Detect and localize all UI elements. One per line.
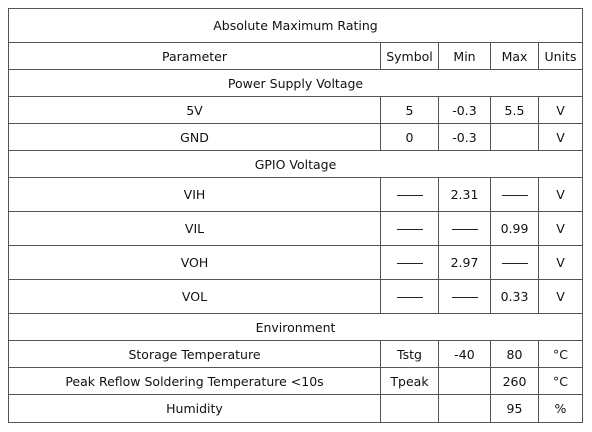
cell-parameter: 5V xyxy=(8,96,381,124)
cell-units: V xyxy=(538,211,583,246)
cell-parameter: VOL xyxy=(8,279,381,314)
section-row: GPIO Voltage xyxy=(8,150,583,178)
cell-parameter: Humidity xyxy=(8,394,381,423)
cell-symbol xyxy=(380,177,439,212)
cell-parameter: Storage Temperature xyxy=(8,340,381,368)
cell-max xyxy=(490,245,539,280)
cell-max xyxy=(490,123,539,151)
cell-units: °C xyxy=(538,367,583,395)
header-row: Parameter Symbol Min Max Units xyxy=(8,42,583,70)
cell-min: 2.97 xyxy=(438,245,491,280)
cell-min xyxy=(438,394,491,423)
cell-symbol: Tpeak xyxy=(380,367,439,395)
table-row: Storage Temperature Tstg -40 80 °C xyxy=(8,340,583,368)
absolute-max-rating-table: Absolute Maximum Rating Parameter Symbol… xyxy=(8,8,583,423)
cell-parameter: VOH xyxy=(8,245,381,280)
dash-placeholder xyxy=(396,263,423,264)
dash-placeholder xyxy=(501,263,528,264)
header-min: Min xyxy=(438,42,491,70)
cell-min: -40 xyxy=(438,340,491,368)
header-parameter: Parameter xyxy=(8,42,381,70)
cell-parameter: VIL xyxy=(8,211,381,246)
cell-symbol: 0 xyxy=(380,123,439,151)
cell-parameter: VIH xyxy=(8,177,381,212)
table-row: Peak Reflow Soldering Temperature <10s T… xyxy=(8,367,583,395)
dash-placeholder xyxy=(451,229,478,230)
table-row: Humidity 95 % xyxy=(8,394,583,423)
cell-max: 5.5 xyxy=(490,96,539,124)
header-symbol: Symbol xyxy=(380,42,439,70)
cell-units: °C xyxy=(538,340,583,368)
section-row: Environment xyxy=(8,313,583,341)
cell-symbol: 5 xyxy=(380,96,439,124)
table-row: VIH 2.31 V xyxy=(8,177,583,212)
cell-parameter: Peak Reflow Soldering Temperature <10s xyxy=(8,367,381,395)
table-row: VOL 0.33 V xyxy=(8,279,583,314)
cell-parameter: GND xyxy=(8,123,381,151)
cell-max: 0.99 xyxy=(490,211,539,246)
table-row: VOH 2.97 V xyxy=(8,245,583,280)
table-row: 5V 5 -0.3 5.5 V xyxy=(8,96,583,124)
section-env-label: Environment xyxy=(8,313,583,341)
cell-max: 260 xyxy=(490,367,539,395)
dash-placeholder xyxy=(501,195,528,196)
section-gpio-label: GPIO Voltage xyxy=(8,150,583,178)
cell-units: V xyxy=(538,123,583,151)
dash-placeholder xyxy=(396,195,423,196)
cell-min: -0.3 xyxy=(438,123,491,151)
cell-max: 80 xyxy=(490,340,539,368)
cell-units: V xyxy=(538,245,583,280)
title-row: Absolute Maximum Rating xyxy=(8,8,583,43)
section-power-label: Power Supply Voltage xyxy=(8,69,583,97)
cell-symbol xyxy=(380,279,439,314)
section-row: Power Supply Voltage xyxy=(8,69,583,97)
cell-max: 0.33 xyxy=(490,279,539,314)
cell-units: V xyxy=(538,279,583,314)
table-row: GND 0 -0.3 V xyxy=(8,123,583,151)
cell-symbol xyxy=(380,394,439,423)
dash-placeholder xyxy=(451,297,478,298)
cell-symbol xyxy=(380,211,439,246)
header-units: Units xyxy=(538,42,583,70)
cell-units: V xyxy=(538,96,583,124)
cell-max xyxy=(490,177,539,212)
cell-min xyxy=(438,211,491,246)
header-max: Max xyxy=(490,42,539,70)
table-row: VIL 0.99 V xyxy=(8,211,583,246)
cell-min: -0.3 xyxy=(438,96,491,124)
dash-placeholder xyxy=(396,297,423,298)
cell-min: 2.31 xyxy=(438,177,491,212)
cell-symbol xyxy=(380,245,439,280)
cell-units: % xyxy=(538,394,583,423)
cell-min xyxy=(438,367,491,395)
cell-min xyxy=(438,279,491,314)
cell-symbol: Tstg xyxy=(380,340,439,368)
table-title: Absolute Maximum Rating xyxy=(8,8,583,43)
dash-placeholder xyxy=(396,229,423,230)
cell-max: 95 xyxy=(490,394,539,423)
cell-units: V xyxy=(538,177,583,212)
